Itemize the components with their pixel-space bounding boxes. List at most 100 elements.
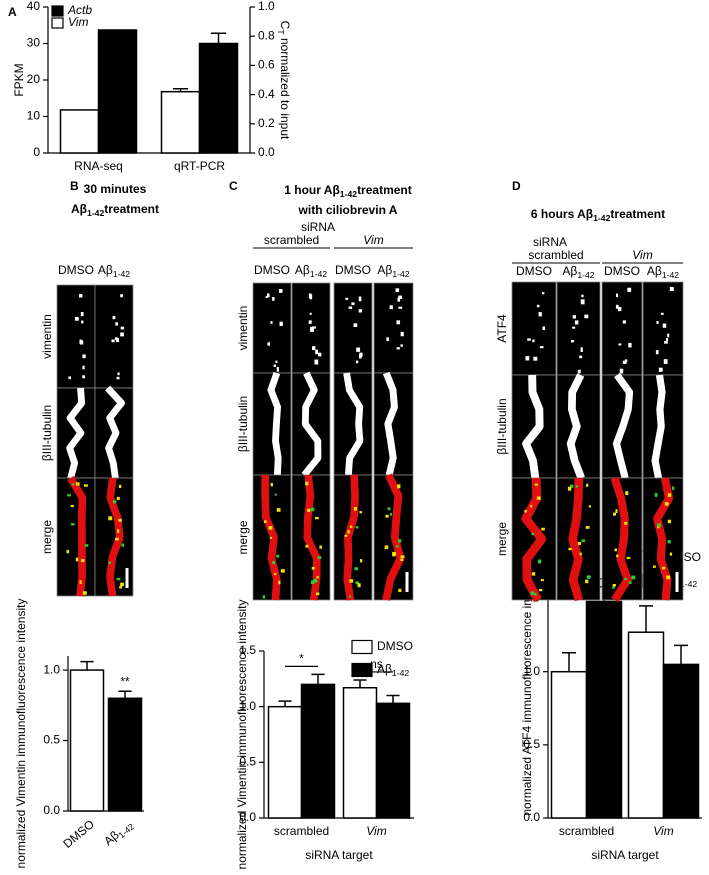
puncta (308, 320, 312, 324)
puncta (355, 360, 359, 364)
error-bar (386, 694, 400, 704)
puncta (262, 595, 266, 599)
group-name: Vim (632, 248, 652, 262)
micrograph (56, 284, 96, 389)
puncta (351, 302, 355, 306)
puncta (625, 491, 629, 496)
micrograph (333, 372, 373, 476)
puncta (540, 579, 544, 582)
micrograph-cell (556, 373, 601, 480)
puncta (396, 545, 399, 548)
puncta (311, 566, 315, 570)
puncta (618, 343, 622, 346)
puncta (585, 579, 589, 584)
panel-title: 30 minutes (84, 182, 147, 196)
puncta (658, 367, 663, 372)
tick-label: 0.5 (523, 737, 540, 751)
puncta (628, 581, 632, 584)
puncta (400, 331, 404, 337)
puncta (536, 496, 541, 500)
puncta (358, 309, 363, 313)
puncta (318, 352, 322, 357)
significance-label: ns (370, 657, 383, 671)
puncta (628, 342, 632, 348)
legend-label: Aβ1-42 (377, 662, 409, 678)
row-label: βIII-tubulin (40, 405, 54, 461)
puncta (542, 326, 546, 331)
bar (107, 697, 143, 812)
tick-label: 0 (33, 145, 40, 159)
puncta (386, 337, 389, 342)
column-label-main: Aβ (377, 263, 392, 277)
puncta (81, 320, 84, 324)
micrograph-cell (373, 282, 414, 374)
puncta (316, 575, 319, 579)
panel-label: B (70, 179, 79, 193)
y2-axis-label-main: C (278, 21, 292, 30)
puncta (120, 326, 125, 330)
group-name: Vim (363, 233, 383, 247)
bar (97, 29, 138, 154)
column-label-sub: 1-42 (577, 270, 594, 280)
tick-label: 0.4 (258, 87, 275, 101)
x-tick-label: DMSO (60, 817, 97, 851)
puncta (268, 526, 273, 530)
puncta (314, 359, 319, 365)
puncta (389, 305, 393, 310)
puncta (119, 586, 123, 589)
puncta (579, 355, 583, 359)
puncta (396, 347, 400, 350)
puncta (538, 312, 542, 317)
bar (198, 42, 239, 154)
x-tick-label: Vim (653, 824, 673, 838)
puncta (539, 346, 544, 349)
error-bar (562, 651, 576, 672)
puncta (81, 559, 85, 563)
column-label-sub: 1-42 (310, 269, 327, 279)
tick-label: 30 (27, 36, 41, 50)
legend-label: Vim (68, 15, 88, 29)
neurite (568, 477, 584, 602)
puncta (74, 317, 79, 321)
puncta (627, 287, 632, 292)
puncta (631, 575, 636, 580)
x-tick-label: RNA-seq (74, 159, 123, 173)
micrograph-cell (333, 282, 373, 374)
panel-title-sub: 1-42 (87, 208, 104, 218)
puncta (530, 505, 533, 508)
micrograph-cell (511, 477, 557, 603)
micrograph-cell (291, 371, 331, 478)
micrograph-cell (333, 474, 373, 601)
column-label-sub: 1-42 (392, 269, 409, 279)
puncta (264, 520, 267, 523)
bar (375, 702, 411, 819)
puncta (387, 507, 391, 511)
puncta (270, 321, 273, 324)
puncta (538, 559, 542, 564)
neurite (343, 474, 359, 601)
micrograph-cell (601, 281, 643, 376)
y-axis-label: FPKM (12, 63, 26, 96)
puncta (572, 315, 577, 319)
neurite (267, 371, 282, 476)
error-bar (80, 660, 94, 671)
column-label: Aβ1-42 (647, 264, 679, 280)
puncta (384, 545, 389, 550)
puncta (531, 572, 536, 576)
puncta (359, 511, 363, 514)
legend-label-main: Aβ (377, 662, 392, 676)
puncta (612, 585, 615, 589)
puncta (272, 297, 275, 301)
row-label: merge (40, 520, 54, 554)
puncta (541, 292, 545, 295)
puncta (310, 326, 314, 332)
puncta (305, 481, 309, 486)
micrograph-cell (56, 284, 96, 389)
puncta (309, 312, 312, 315)
puncta (313, 578, 318, 583)
puncta (345, 297, 349, 300)
micrograph-cell (94, 477, 134, 597)
puncta (656, 321, 659, 324)
